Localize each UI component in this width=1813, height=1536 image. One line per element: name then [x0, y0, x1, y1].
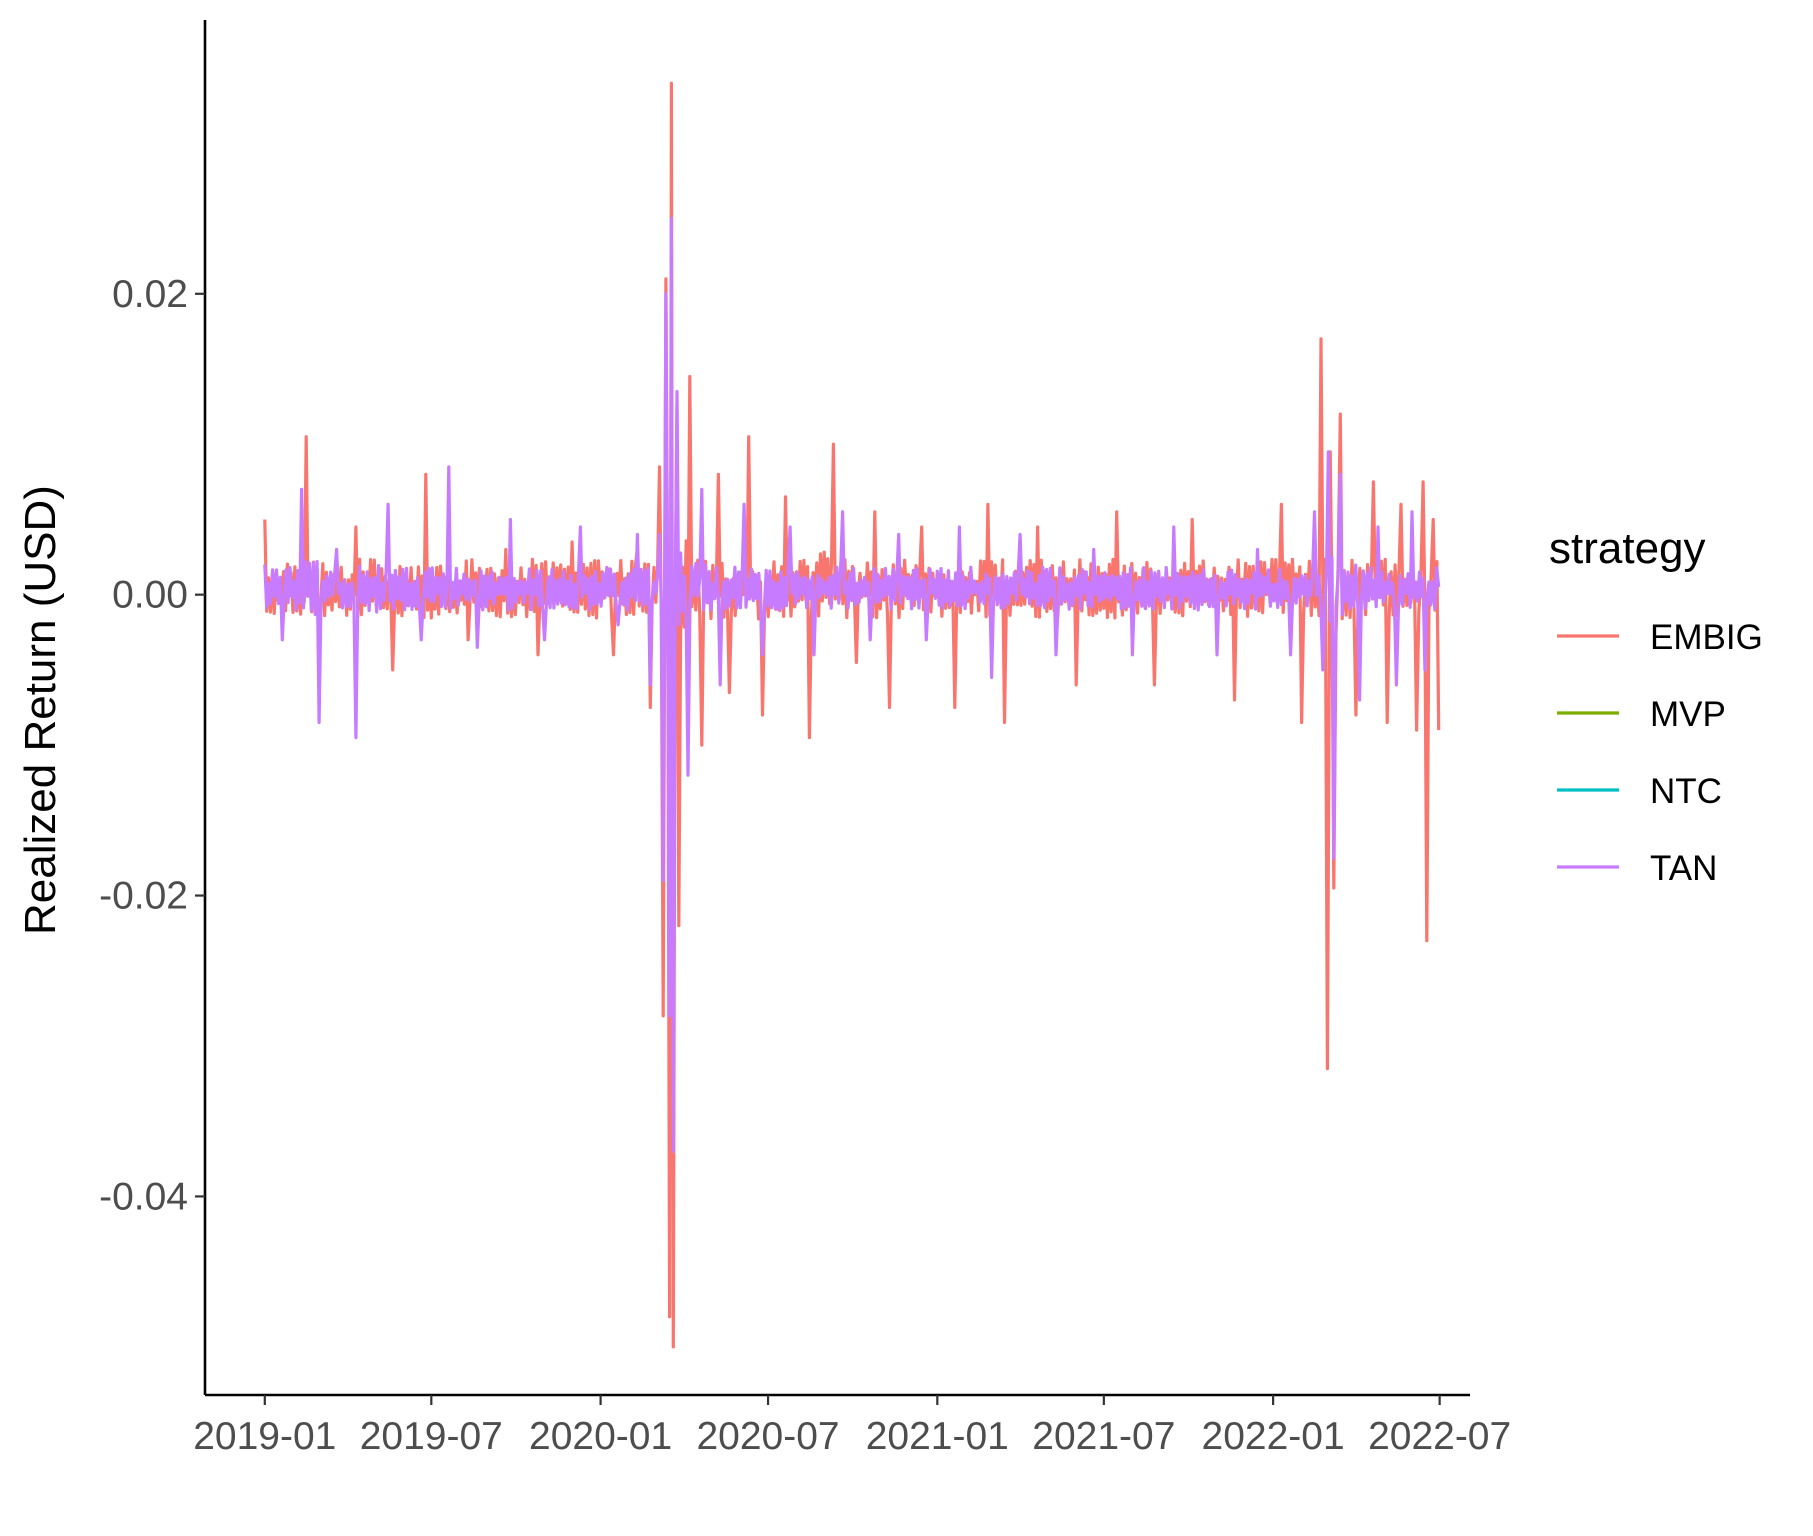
y-axis-title: Realized Return (USD): [16, 485, 65, 935]
x-tick-label: 2020-01: [529, 1415, 672, 1458]
series-layer: [263, 81, 1441, 1349]
y-tick-label: 0.02: [112, 273, 188, 316]
series-line-embig: [263, 81, 1441, 1349]
y-tick-label: 0.00: [112, 574, 188, 617]
legend-title: strategy: [1549, 524, 1706, 573]
x-tick-label: 2022-01: [1202, 1415, 1345, 1458]
y-tick-label: -0.02: [99, 875, 188, 918]
y-tick-label: -0.04: [99, 1175, 188, 1218]
legend-label-mvp: MVP: [1650, 695, 1726, 734]
x-tick-label: 2021-07: [1032, 1415, 1175, 1458]
x-tick-label: 2022-07: [1368, 1415, 1511, 1458]
x-tick-label: 2020-07: [696, 1415, 839, 1458]
legend: strategy EMBIG MVP NTC TAN: [1549, 524, 1763, 888]
series-line-tan: [263, 217, 1441, 1153]
legend-label-tan: TAN: [1650, 849, 1717, 888]
legend-label-ntc: NTC: [1650, 772, 1722, 811]
legend-label-embig: EMBIG: [1650, 618, 1763, 657]
axes-layer: -0.04 -0.02 0.00 0.02 2019-01 2019-07 2020-01 2…: [99, 20, 1511, 1458]
x-tick-label: 2019-07: [360, 1415, 503, 1458]
x-tick-label: 2021-01: [866, 1415, 1009, 1458]
x-tick-label: 2019-01: [193, 1415, 336, 1458]
